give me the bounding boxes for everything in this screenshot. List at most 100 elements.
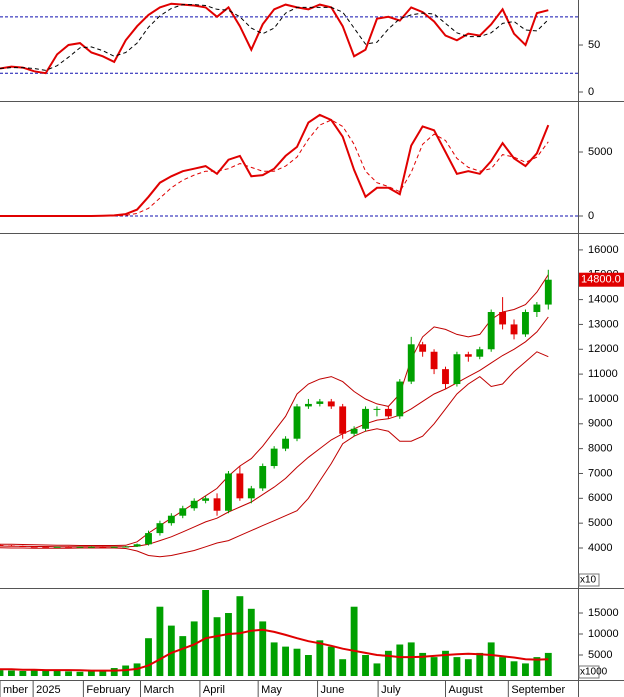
candle-body — [156, 523, 164, 534]
series-line — [0, 628, 549, 672]
candle-body — [453, 354, 461, 385]
volume-bar — [30, 669, 38, 677]
stochastic-panel — [0, 2, 578, 75]
x-tick-label: May — [261, 684, 282, 696]
candle-body — [133, 544, 141, 547]
y-tick-label: 10000 — [588, 393, 619, 405]
candle-body — [53, 546, 61, 548]
volume-bar — [339, 659, 347, 677]
candle-body — [87, 546, 95, 548]
x-tick-label: April — [203, 684, 225, 696]
x-tick-label: July — [381, 684, 401, 696]
volume-bar — [316, 640, 324, 677]
candle-body — [396, 381, 404, 417]
candle-body — [293, 406, 301, 439]
candle-body — [384, 408, 392, 417]
volume-bar — [213, 617, 221, 677]
volume-bar — [145, 638, 152, 677]
candle-body — [179, 508, 187, 516]
candle-body — [65, 546, 72, 548]
volume-bar — [442, 650, 449, 677]
volume-bar — [476, 652, 484, 677]
candle-body — [350, 428, 358, 434]
macd-panel — [0, 113, 578, 217]
volume-bar — [247, 608, 255, 677]
candle-body — [522, 312, 529, 335]
volume-bar — [362, 655, 369, 677]
y-tick-label: 50 — [588, 39, 600, 51]
volume-bar — [87, 670, 95, 677]
candle-body — [373, 408, 381, 410]
volume-bar — [190, 621, 198, 677]
candle-body — [236, 473, 244, 499]
x-tick-label: mber — [3, 684, 28, 696]
x-tick-label: August — [448, 684, 482, 696]
series-line — [0, 2, 549, 75]
candle-body — [213, 498, 221, 511]
scale-label: x10 — [580, 575, 597, 586]
volume-bar — [156, 606, 164, 677]
candle-body — [544, 279, 552, 305]
volume-bar — [259, 621, 267, 677]
y-tick-label: 6000 — [588, 492, 612, 504]
volume-bar — [99, 670, 107, 677]
volume-bar — [293, 648, 301, 677]
candle-body — [430, 351, 438, 370]
candle-body — [30, 546, 38, 548]
candle-body — [42, 546, 50, 548]
candle-body — [487, 312, 495, 350]
candle-body — [464, 354, 472, 357]
candle-body — [190, 500, 198, 509]
y-tick-label: 9000 — [588, 418, 612, 430]
volume-bar — [430, 657, 438, 677]
volume-bar — [304, 655, 312, 677]
last-price-label: 14800.0 — [581, 274, 621, 286]
y-tick-label: 0 — [588, 210, 594, 222]
x-tick-label: 2025 — [36, 684, 60, 696]
series-line — [0, 351, 549, 558]
volume-bar — [327, 646, 335, 677]
candle-body — [533, 304, 541, 313]
y-tick-label: 14000 — [588, 293, 619, 305]
candle-body — [442, 369, 449, 385]
volume-bar — [110, 668, 118, 677]
candle-body — [270, 448, 278, 467]
y-tick-label: 5000 — [588, 146, 612, 158]
y-tick-label: 4000 — [588, 542, 612, 554]
volume-bar — [282, 646, 289, 677]
volume-bar — [42, 670, 50, 677]
candle-body — [247, 488, 255, 499]
scale-label-box — [578, 665, 600, 679]
volume-bar — [373, 663, 381, 677]
candle-body — [304, 403, 312, 407]
volume-bar — [396, 644, 404, 677]
volume-bar — [453, 657, 461, 677]
candle-body — [76, 546, 84, 548]
candle-body — [202, 498, 210, 501]
volume-bar — [384, 650, 392, 677]
candle-body — [327, 401, 335, 407]
candle-body — [282, 438, 289, 449]
volume-bar — [270, 642, 278, 677]
volume-bar — [7, 670, 15, 677]
y-tick-label: 5000 — [588, 649, 612, 661]
volume-bar — [65, 671, 72, 677]
candle-body — [510, 324, 518, 335]
volume-bar — [407, 642, 415, 677]
candle-body — [225, 473, 232, 511]
candle-body — [419, 344, 427, 352]
series-line — [0, 4, 549, 71]
volume-panel — [0, 590, 552, 677]
volume-bar — [236, 596, 244, 677]
price-panel — [0, 269, 552, 558]
volume-bar — [533, 657, 541, 677]
scale-label-box — [578, 573, 600, 587]
volume-bar — [202, 590, 210, 677]
y-tick-label: 8000 — [588, 443, 612, 455]
y-tick-label: 12000 — [588, 343, 619, 355]
candle-body — [122, 546, 130, 548]
y-tick-label: 0 — [588, 86, 594, 98]
series-line — [0, 274, 549, 546]
volume-bar — [499, 657, 507, 677]
